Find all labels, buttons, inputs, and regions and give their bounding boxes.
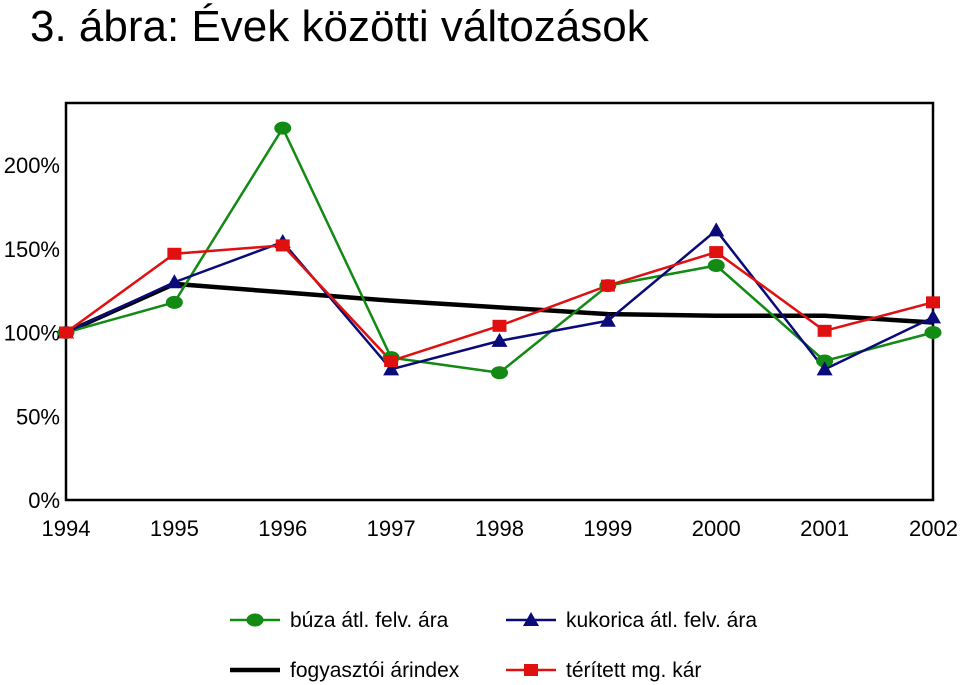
data-point (817, 324, 832, 337)
data-point (383, 361, 400, 376)
data-point (492, 319, 507, 332)
legend-label: fogyasztói árindex (290, 659, 460, 682)
data-point (491, 332, 508, 347)
legend-marker (523, 612, 539, 626)
plot-area-frame (64, 101, 935, 502)
x-tick-label: 2000 (692, 516, 741, 541)
data-point (59, 326, 73, 339)
legend-marker (524, 664, 538, 676)
legend-item: kukorica átl. felv. ára (506, 609, 757, 632)
y-tick-label: 0% (28, 488, 60, 513)
data-point (926, 296, 940, 309)
data-point (709, 246, 724, 259)
data-point (600, 279, 615, 292)
data-point (599, 312, 616, 327)
x-tick-label: 2001 (800, 516, 849, 541)
x-tick-label: 1997 (367, 516, 416, 541)
y-tick-label: 100% (4, 321, 60, 346)
data-point (708, 222, 725, 237)
legend-item: fogyasztói árindex (230, 659, 460, 682)
x-tick-label: 1999 (583, 516, 632, 541)
legend-marker (246, 613, 264, 627)
data-point (165, 295, 183, 309)
y-tick-label: 150% (4, 237, 60, 262)
x-tick-label: 1994 (42, 516, 91, 541)
data-point (167, 247, 182, 260)
data-point (491, 366, 508, 380)
data-point (707, 259, 725, 272)
data-point (166, 274, 183, 289)
x-tick-label: 1995 (150, 516, 199, 541)
legend-label: kukorica átl. felv. ára (566, 609, 757, 632)
data-point (924, 326, 942, 339)
legend-item: búza átl. felv. ára (230, 609, 449, 632)
series-line (65, 281, 934, 335)
data-point (275, 239, 290, 252)
legend-label: búza átl. felv. ára (290, 609, 449, 632)
data-point (274, 121, 292, 135)
y-tick-label: 200% (4, 153, 60, 178)
x-tick-label: 1998 (475, 516, 524, 541)
data-point (816, 361, 833, 376)
legend-item: térített mg. kár (506, 659, 701, 682)
x-tick-label: 1996 (258, 516, 307, 541)
legend-label: térített mg. kár (566, 659, 701, 682)
data-point (384, 354, 399, 367)
data-point (925, 309, 941, 324)
y-tick-label: 50% (16, 404, 60, 429)
chart-title: 3. ábra: Évek közötti változások (30, 2, 649, 51)
x-tick-label: 2002 (909, 516, 958, 541)
